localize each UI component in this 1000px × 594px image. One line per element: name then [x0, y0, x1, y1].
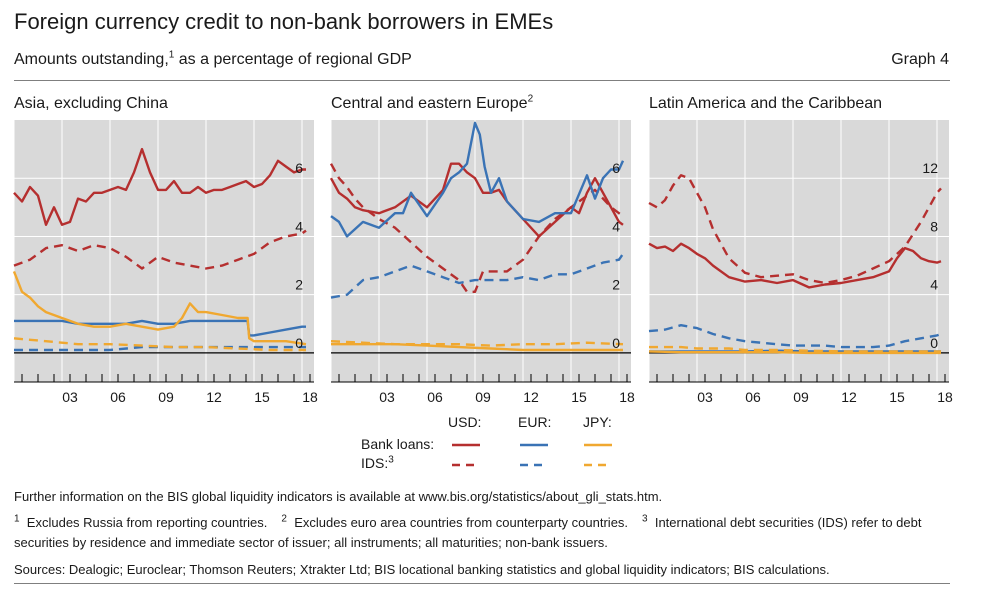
- x-tick-label: 03: [379, 389, 395, 405]
- legend-usd-header: USD:: [448, 414, 482, 430]
- plot-area: [331, 120, 631, 382]
- x-tick-label: 12: [841, 389, 857, 405]
- x-tick-label: 15: [254, 389, 270, 405]
- footnote-marker: 2: [527, 93, 534, 105]
- y-tick-label: 2: [612, 277, 620, 293]
- legend-bank-loans-label: Bank loans:: [361, 436, 435, 452]
- y-tick-label: 4: [295, 218, 303, 234]
- series-line-usd-ids: [648, 174, 942, 285]
- series-line-jpy-ids: [649, 345, 941, 353]
- y-tick-label: 0: [295, 335, 303, 351]
- series-line-usd-bank-loans: [13, 147, 306, 227]
- x-tick-label: 06: [427, 389, 443, 405]
- panel-title-cee: Central and eastern Europe2: [331, 93, 534, 113]
- series-line-jpy-bank-loans: [12, 270, 307, 346]
- footnote-2: Excludes euro area countries from counte…: [294, 515, 629, 530]
- graph-number: Graph 4: [891, 51, 949, 68]
- legend-jpy-header: JPY:: [583, 414, 612, 430]
- x-tick-label: 15: [889, 389, 905, 405]
- series-line-jpy-ids: [13, 337, 306, 352]
- footnote-1: Excludes Russia from reporting countries…: [26, 515, 268, 530]
- chart-subtitle: Amounts outstanding,1 as a percentage of…: [14, 49, 412, 69]
- y-tick-label: 4: [612, 218, 620, 234]
- x-tick-label: 18: [619, 389, 635, 405]
- legend-ids-label: IDS:3: [361, 455, 394, 471]
- sources-note: Sources: Dealogic; Euroclear; Thomson Re…: [14, 562, 830, 577]
- series-line-jpy-bank-loans: [648, 350, 941, 355]
- panel-title-latam: Latin America and the Caribbean: [649, 95, 882, 113]
- footnote-marker: 1: [168, 49, 175, 61]
- x-tick-label: 18: [937, 389, 953, 405]
- page-title: Foreign currency credit to non-bank borr…: [14, 9, 554, 34]
- x-tick-label: 09: [158, 389, 174, 405]
- x-tick-label: 03: [697, 389, 713, 405]
- y-tick-label: 4: [930, 277, 938, 293]
- x-tick-label: 12: [206, 389, 222, 405]
- top-rule: [14, 80, 950, 81]
- chart-panel-1: 0 2 4 6 03 06 09 12 15 18: [329, 120, 635, 405]
- x-tick-label: 12: [523, 389, 539, 405]
- panel-title-asia: Asia, excluding China: [14, 95, 168, 113]
- series-line-eur-bank-loans: [330, 121, 625, 238]
- x-tick-label: 06: [110, 389, 126, 405]
- x-tick-label: 15: [571, 389, 587, 405]
- y-tick-label: 12: [922, 160, 938, 176]
- footnote-marker: 2: [281, 513, 287, 525]
- panel-title-text: Asia, excluding China: [14, 95, 168, 112]
- y-tick-label: 6: [612, 160, 620, 176]
- panel-title-text: Central and eastern Europe: [331, 95, 528, 112]
- series-line-eur-ids: [14, 345, 306, 352]
- legend-eur-header: EUR:: [518, 414, 552, 430]
- footnote-marker: 3: [388, 454, 394, 466]
- series-line-jpy-ids: [330, 340, 624, 347]
- legend: [452, 443, 612, 467]
- series-line-usd-bank-loans: [329, 162, 624, 238]
- footnote-marker: 3: [642, 513, 648, 525]
- chart-panel-0: 0 2 4 6 03 06 09 12 15 18: [12, 120, 318, 405]
- x-tick-label: 06: [745, 389, 761, 405]
- series-line-usd-ids: [13, 229, 307, 270]
- footnote-3: International debt securities (IDS) refe…: [14, 515, 922, 550]
- plot-area: [14, 120, 314, 382]
- x-tick-label: 09: [793, 389, 809, 405]
- y-tick-label: 6: [295, 160, 303, 176]
- y-tick-label: 8: [930, 218, 938, 234]
- series-line-usd-ids: [329, 163, 624, 293]
- info-note: Further information on the BIS global li…: [14, 489, 663, 504]
- subtitle-text: Amounts outstanding,: [14, 51, 169, 68]
- subtitle-text-end: as a percentage of regional GDP: [174, 51, 412, 68]
- chart-panel-2: 0 4 8 12 03 06 09 12 15 18: [648, 120, 953, 405]
- panel-title-text: Latin America and the Caribbean: [649, 95, 883, 112]
- series-line-eur-bank-loans: [14, 319, 306, 337]
- y-tick-label: 0: [930, 335, 938, 351]
- x-tick-label: 09: [475, 389, 491, 405]
- series-line-usd-bank-loans: [648, 242, 942, 289]
- x-tick-label: 18: [302, 389, 318, 405]
- y-tick-label: 0: [612, 335, 620, 351]
- legend-ids-text: IDS:: [361, 455, 389, 471]
- series-line-eur-ids: [648, 324, 942, 349]
- bottom-rule: [14, 583, 950, 584]
- y-tick-label: 2: [295, 277, 303, 293]
- footnote-marker: 1: [14, 513, 20, 525]
- footnotes: 1 Excludes Russia from reporting countri…: [14, 513, 954, 553]
- x-tick-label: 03: [62, 389, 78, 405]
